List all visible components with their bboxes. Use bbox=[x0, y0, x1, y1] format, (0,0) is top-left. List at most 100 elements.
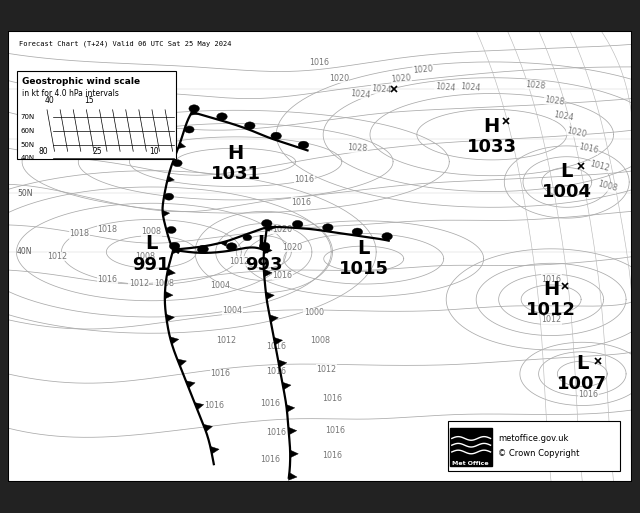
Text: 1028: 1028 bbox=[347, 143, 368, 153]
Text: 1024: 1024 bbox=[553, 110, 574, 123]
Text: 1020: 1020 bbox=[391, 73, 412, 84]
Text: 1008: 1008 bbox=[135, 252, 155, 261]
Text: 1016: 1016 bbox=[294, 175, 314, 184]
Polygon shape bbox=[266, 292, 275, 300]
Circle shape bbox=[259, 242, 270, 250]
Text: 1012: 1012 bbox=[216, 336, 236, 345]
Bar bbox=[448, 421, 620, 471]
Text: 1033: 1033 bbox=[467, 138, 516, 156]
Polygon shape bbox=[163, 210, 170, 216]
Text: L: L bbox=[257, 234, 270, 253]
Polygon shape bbox=[204, 424, 212, 431]
Text: 1012: 1012 bbox=[316, 365, 336, 374]
Polygon shape bbox=[177, 359, 186, 366]
Polygon shape bbox=[167, 176, 175, 182]
Text: 1024: 1024 bbox=[371, 84, 392, 95]
Text: 40: 40 bbox=[45, 96, 54, 105]
Text: 1016: 1016 bbox=[260, 399, 280, 408]
Polygon shape bbox=[171, 244, 179, 250]
Text: 993: 993 bbox=[245, 255, 282, 273]
Circle shape bbox=[227, 243, 237, 250]
Polygon shape bbox=[190, 109, 198, 115]
Text: 70N: 70N bbox=[17, 85, 33, 94]
Circle shape bbox=[352, 228, 363, 235]
Polygon shape bbox=[264, 269, 272, 277]
Polygon shape bbox=[178, 143, 186, 149]
Polygon shape bbox=[269, 315, 278, 322]
Circle shape bbox=[292, 221, 303, 228]
Text: 1012: 1012 bbox=[47, 252, 68, 261]
Text: Met Office: Met Office bbox=[452, 461, 488, 465]
Circle shape bbox=[323, 224, 333, 231]
Text: Forecast Chart (T+24) Valid 06 UTC Sat 25 May 2024: Forecast Chart (T+24) Valid 06 UTC Sat 2… bbox=[19, 40, 232, 47]
Text: 1004: 1004 bbox=[223, 306, 243, 315]
Polygon shape bbox=[289, 472, 297, 480]
Text: © Crown Copyright: © Crown Copyright bbox=[498, 449, 579, 458]
Polygon shape bbox=[211, 446, 219, 454]
Circle shape bbox=[262, 220, 272, 227]
Text: L: L bbox=[145, 234, 157, 253]
Polygon shape bbox=[289, 427, 297, 435]
Text: 1008: 1008 bbox=[141, 227, 161, 236]
Text: 1016: 1016 bbox=[204, 401, 224, 410]
Circle shape bbox=[173, 160, 182, 167]
Polygon shape bbox=[278, 360, 287, 367]
Text: 1016: 1016 bbox=[541, 274, 561, 284]
Text: 1016: 1016 bbox=[579, 390, 598, 399]
Text: 25: 25 bbox=[92, 147, 102, 156]
Text: 1015: 1015 bbox=[339, 260, 388, 278]
Polygon shape bbox=[274, 337, 282, 345]
Text: 10: 10 bbox=[150, 147, 159, 156]
Text: 40N: 40N bbox=[17, 247, 33, 256]
Text: 1012: 1012 bbox=[589, 159, 611, 173]
Text: H: H bbox=[543, 280, 559, 299]
Text: metoffice.gov.uk: metoffice.gov.uk bbox=[498, 434, 568, 443]
Text: Geostrophic wind scale: Geostrophic wind scale bbox=[22, 77, 140, 86]
Text: 1024: 1024 bbox=[460, 82, 481, 92]
Polygon shape bbox=[282, 382, 291, 390]
Text: 60N: 60N bbox=[20, 128, 35, 134]
Text: 1016: 1016 bbox=[578, 142, 599, 154]
Text: 1020: 1020 bbox=[273, 225, 292, 234]
Polygon shape bbox=[166, 268, 175, 276]
Text: 1016: 1016 bbox=[266, 428, 286, 437]
Polygon shape bbox=[264, 246, 272, 254]
Text: 1028: 1028 bbox=[525, 80, 546, 90]
Polygon shape bbox=[195, 403, 204, 410]
Text: 1020: 1020 bbox=[413, 64, 433, 74]
Text: 1004: 1004 bbox=[210, 281, 230, 290]
Text: 1016: 1016 bbox=[260, 455, 280, 464]
Bar bbox=[17, 71, 177, 160]
Circle shape bbox=[164, 193, 173, 200]
Text: 1020: 1020 bbox=[329, 74, 349, 83]
Text: 15: 15 bbox=[84, 96, 93, 105]
Text: 1012: 1012 bbox=[228, 256, 249, 266]
Text: H: H bbox=[228, 144, 244, 163]
Polygon shape bbox=[290, 450, 298, 458]
Circle shape bbox=[298, 141, 308, 149]
Circle shape bbox=[198, 245, 209, 253]
Text: in kt for 4.0 hPa intervals: in kt for 4.0 hPa intervals bbox=[22, 89, 119, 98]
Text: 1012: 1012 bbox=[541, 315, 561, 324]
Circle shape bbox=[166, 226, 176, 233]
Polygon shape bbox=[266, 224, 275, 231]
Polygon shape bbox=[170, 337, 179, 344]
Text: 1016: 1016 bbox=[323, 394, 342, 403]
Text: 1031: 1031 bbox=[211, 165, 260, 183]
Text: 1007: 1007 bbox=[557, 375, 607, 393]
Text: 1016: 1016 bbox=[308, 58, 329, 67]
Text: 1020: 1020 bbox=[565, 126, 587, 139]
Circle shape bbox=[198, 247, 206, 253]
Text: 1016: 1016 bbox=[273, 271, 292, 280]
Polygon shape bbox=[220, 241, 228, 246]
Circle shape bbox=[271, 132, 282, 140]
Text: 1016: 1016 bbox=[323, 450, 342, 460]
Text: 1016: 1016 bbox=[266, 342, 286, 351]
Polygon shape bbox=[186, 381, 195, 388]
Text: 80: 80 bbox=[38, 147, 48, 156]
Text: 1024: 1024 bbox=[435, 82, 455, 92]
Text: L: L bbox=[576, 354, 589, 373]
Text: 1020: 1020 bbox=[282, 243, 302, 252]
Text: 1028: 1028 bbox=[543, 95, 565, 107]
Text: 1024: 1024 bbox=[350, 89, 371, 100]
